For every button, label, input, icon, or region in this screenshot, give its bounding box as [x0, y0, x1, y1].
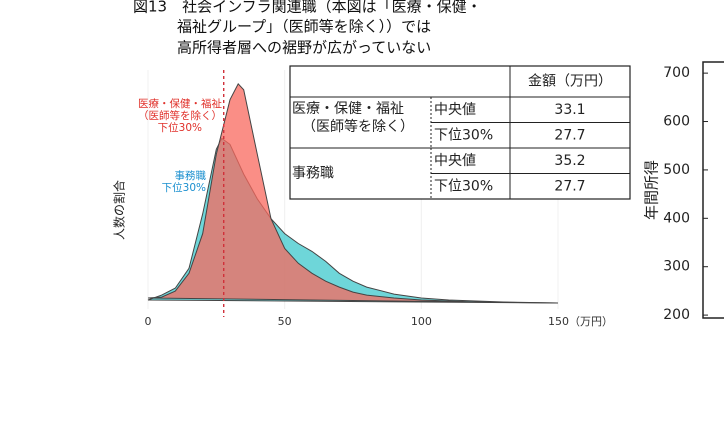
title-line: 高所得者層への裾野が広がっていない	[177, 39, 431, 57]
title-line: 図13 社会インフラ関連職（本図は「医療・保健・	[133, 0, 482, 16]
y-tick-label: 600	[663, 114, 690, 130]
annotation: 事務職	[175, 169, 207, 182]
group-name: 事務職	[292, 166, 334, 182]
table-frame	[289, 65, 631, 200]
density-area	[147, 83, 559, 304]
row-label: 下位30%	[434, 178, 493, 194]
x-tick-label: 50	[278, 315, 292, 328]
row-label: 下位30%	[434, 127, 493, 143]
row-value: 35.2	[554, 153, 585, 169]
annotation: 医療・保健・福祉	[138, 97, 222, 110]
y-tick-label: 500	[663, 162, 690, 178]
row-value: 27.7	[554, 127, 585, 143]
x-tick-label: 100	[411, 315, 432, 328]
x-tick-label: 150（万円）	[548, 315, 613, 328]
plot-frame	[702, 61, 724, 319]
group-name: （医師等を除く）	[302, 118, 414, 135]
y-tick-label: 200	[663, 307, 690, 323]
row-value: 33.1	[554, 102, 585, 118]
title-line: 福祉グループ」（医師等を除く））では	[177, 18, 431, 36]
row-label: 中央値	[434, 102, 476, 118]
y-axis-label: 人数の割合	[112, 180, 127, 240]
y-axis-label: 年間所得	[643, 160, 661, 220]
group-name: 医療・保健・福祉	[292, 100, 404, 117]
row-label: 中央値	[434, 153, 476, 169]
annotation: 下位30%	[158, 121, 202, 134]
table-header: 金額（万円）	[528, 74, 612, 90]
y-tick-label: 400	[663, 210, 690, 226]
x-tick-label: 0	[145, 315, 152, 328]
annotation: （医師等を除く）	[138, 109, 222, 122]
y-tick-label: 700	[663, 65, 690, 81]
annotation: 下位30%	[162, 181, 206, 194]
y-tick-label: 300	[663, 259, 690, 275]
row-value: 27.7	[554, 178, 585, 194]
